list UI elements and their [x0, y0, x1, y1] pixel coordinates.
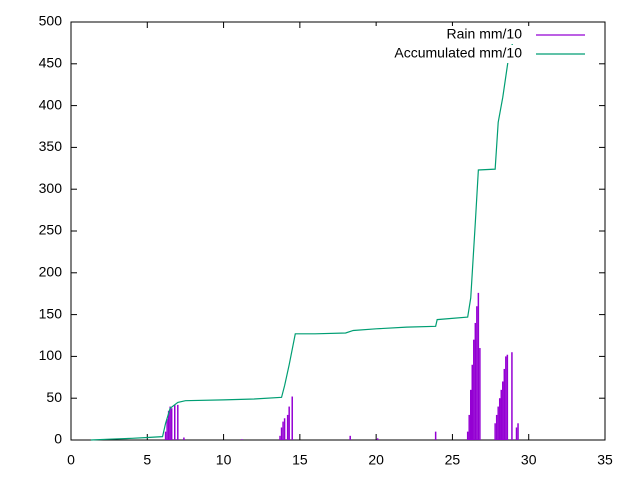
y-tick-label: 300 [39, 180, 63, 196]
x-tick-label: 30 [521, 452, 537, 468]
x-tick-label: 15 [292, 452, 308, 468]
plot-border [70, 21, 606, 441]
y-tick-label: 200 [39, 264, 63, 280]
x-tick-label: 10 [216, 452, 232, 468]
y-tick-label: 100 [39, 347, 63, 363]
y-tick-label: 400 [39, 96, 63, 112]
x-tick-label: 20 [368, 452, 384, 468]
accumulated-line [90, 39, 522, 441]
y-tick-label: 0 [54, 431, 62, 447]
x-tick-label: 25 [445, 452, 461, 468]
x-tick-label: 35 [597, 452, 613, 468]
y-tick-label: 350 [39, 138, 63, 154]
y-tick-label: 150 [39, 305, 63, 321]
legend-label: Accumulated mm/10 [394, 45, 522, 61]
y-tick-label: 450 [39, 55, 63, 71]
x-tick-label: 5 [143, 452, 151, 468]
y-tick-label: 250 [39, 222, 63, 238]
legend-bg [350, 45, 600, 63]
legend-bg [350, 26, 600, 44]
y-tick-label: 50 [46, 389, 62, 405]
y-tick-label: 500 [39, 13, 63, 29]
legend-label: Rain mm/10 [447, 26, 523, 42]
x-tick-label: 0 [67, 452, 75, 468]
